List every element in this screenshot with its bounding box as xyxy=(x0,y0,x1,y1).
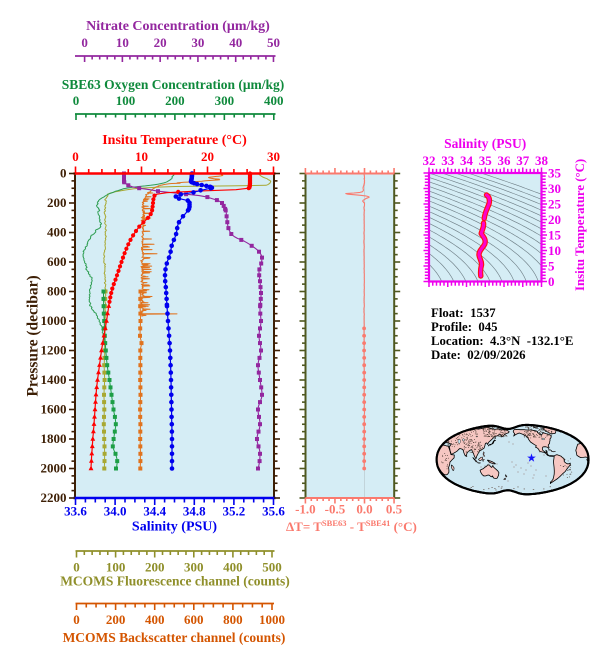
svg-text:0: 0 xyxy=(60,166,67,181)
svg-text:300: 300 xyxy=(215,93,235,108)
svg-text:0: 0 xyxy=(548,274,555,289)
svg-text:35: 35 xyxy=(548,166,562,181)
svg-text:Float: 1537: Float: 1537 xyxy=(431,306,496,320)
svg-text:30: 30 xyxy=(548,181,561,196)
svg-text:400: 400 xyxy=(145,612,165,627)
svg-text:35: 35 xyxy=(479,153,493,168)
svg-text:33: 33 xyxy=(441,153,455,168)
svg-text:800: 800 xyxy=(223,612,243,627)
svg-text:300: 300 xyxy=(184,560,204,575)
svg-text:33.6: 33.6 xyxy=(64,504,87,519)
svg-text:30: 30 xyxy=(267,149,280,164)
svg-text:30: 30 xyxy=(191,35,204,50)
svg-text:1400: 1400 xyxy=(41,372,67,387)
svg-text:10: 10 xyxy=(548,243,561,258)
svg-text:15: 15 xyxy=(548,228,562,243)
svg-text:Nitrate Concentration (μm/kg): Nitrate Concentration (μm/kg) xyxy=(86,19,270,34)
svg-text:Salinity (PSU): Salinity (PSU) xyxy=(132,520,218,535)
svg-text:100: 100 xyxy=(116,93,136,108)
svg-text:10: 10 xyxy=(116,35,129,50)
svg-text:2200: 2200 xyxy=(41,490,67,505)
svg-text:Insitu Temperature (°C): Insitu Temperature (°C) xyxy=(102,133,247,148)
svg-text:Salinity (PSU): Salinity (PSU) xyxy=(444,136,526,151)
svg-text:20: 20 xyxy=(201,149,214,164)
svg-text:38: 38 xyxy=(535,153,549,168)
svg-text:10: 10 xyxy=(135,149,148,164)
svg-text:20: 20 xyxy=(154,35,167,50)
svg-text:500: 500 xyxy=(262,560,282,575)
svg-text:35.2: 35.2 xyxy=(223,504,246,519)
svg-text:34.4: 34.4 xyxy=(143,504,166,519)
svg-text:0: 0 xyxy=(72,149,79,164)
svg-text:0.5: 0.5 xyxy=(386,502,403,517)
svg-text:ΔT= TSBE63 - TSBE41 (°C): ΔT= TSBE63 - TSBE41 (°C) xyxy=(286,518,417,534)
svg-text:20: 20 xyxy=(548,212,561,227)
svg-text:SBE63 Oxygen Concentration (μm: SBE63 Oxygen Concentration (μm/kg) xyxy=(62,77,285,92)
svg-text:0: 0 xyxy=(81,35,88,50)
svg-text:200: 200 xyxy=(47,195,67,210)
svg-text:200: 200 xyxy=(165,93,185,108)
svg-text:50: 50 xyxy=(267,35,280,50)
svg-text:5: 5 xyxy=(548,259,555,274)
svg-text:2000: 2000 xyxy=(41,461,67,476)
svg-text:0: 0 xyxy=(73,612,80,627)
svg-text:Insitu Temperature (°C): Insitu Temperature (°C) xyxy=(573,159,587,291)
svg-text:37: 37 xyxy=(516,153,530,168)
svg-text:34.0: 34.0 xyxy=(104,504,127,519)
svg-text:0: 0 xyxy=(73,93,80,108)
svg-text:400: 400 xyxy=(223,560,243,575)
svg-text:MCOMS Fluorescence channel (co: MCOMS Fluorescence channel (counts) xyxy=(60,574,290,589)
svg-text:34.8: 34.8 xyxy=(183,504,206,519)
svg-text:Pressure (decibar): Pressure (decibar) xyxy=(25,275,42,396)
svg-text:-1.0: -1.0 xyxy=(295,502,316,517)
svg-text:40: 40 xyxy=(229,35,242,50)
svg-text:34: 34 xyxy=(460,153,474,168)
svg-text:800: 800 xyxy=(47,284,67,299)
svg-text:Profile: 045: Profile: 045 xyxy=(431,320,498,334)
svg-text:MCOMS Backscatter channel (cou: MCOMS Backscatter channel (counts) xyxy=(63,630,286,645)
svg-text:0: 0 xyxy=(73,560,80,575)
svg-text:1600: 1600 xyxy=(41,402,67,417)
svg-text:100: 100 xyxy=(106,560,126,575)
svg-text:400: 400 xyxy=(47,225,67,240)
svg-text:200: 200 xyxy=(145,560,165,575)
svg-text:0.0: 0.0 xyxy=(356,502,372,517)
svg-text:400: 400 xyxy=(264,93,284,108)
svg-text:36: 36 xyxy=(498,153,512,168)
svg-text:25: 25 xyxy=(548,197,562,212)
svg-text:600: 600 xyxy=(47,254,67,269)
svg-text:200: 200 xyxy=(106,612,126,627)
svg-text:35.6: 35.6 xyxy=(262,504,285,519)
svg-text:1000: 1000 xyxy=(41,313,67,328)
svg-text:-0.5: -0.5 xyxy=(325,502,346,517)
svg-text:1800: 1800 xyxy=(41,431,67,446)
svg-text:Date: 02/09/2026: Date: 02/09/2026 xyxy=(431,348,526,362)
svg-text:600: 600 xyxy=(184,612,204,627)
svg-text:1000: 1000 xyxy=(259,612,285,627)
svg-text:32: 32 xyxy=(423,153,436,168)
svg-text:1200: 1200 xyxy=(41,343,67,358)
svg-text:Location: 4.3°N -132.1°E: Location: 4.3°N -132.1°E xyxy=(431,334,573,348)
